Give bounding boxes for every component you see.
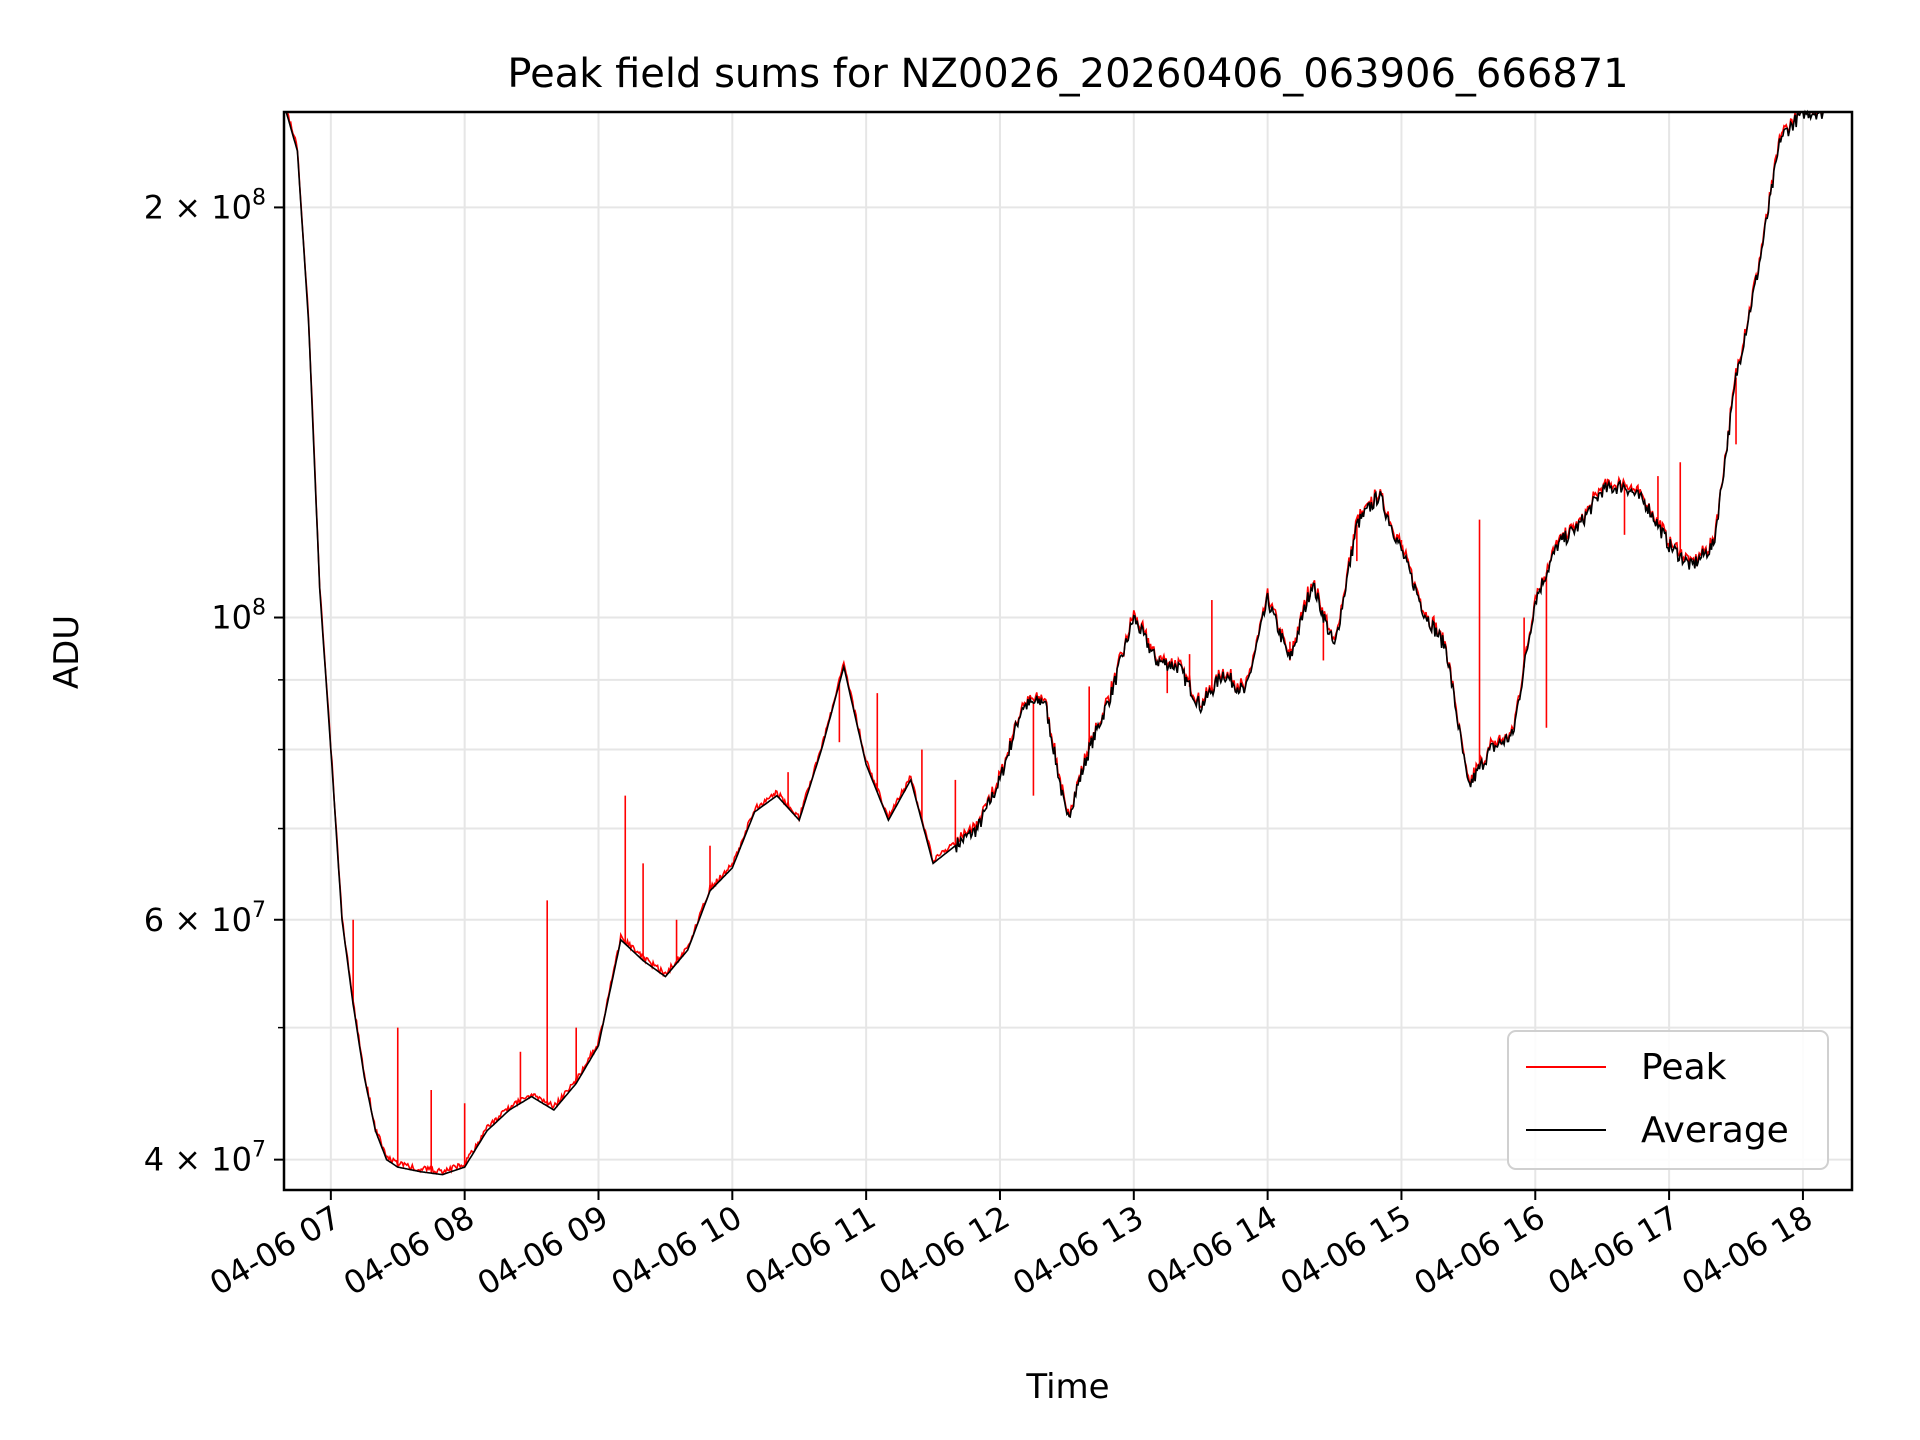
plot-frame xyxy=(282,110,1854,1192)
y-axis-label: ADU xyxy=(47,615,87,689)
x-tick-label: 04-06 08 xyxy=(337,1198,481,1303)
series-line-peak xyxy=(286,110,1848,1176)
legend-box xyxy=(1507,1030,1829,1170)
y-tick-label: 6 × 107 xyxy=(144,898,266,939)
x-tick-label: 04-06 18 xyxy=(1675,1198,1819,1303)
x-tick-label: 04-06 07 xyxy=(203,1198,347,1303)
x-tick-label: 04-06 17 xyxy=(1542,1198,1686,1303)
x-tick-label: 04-06 13 xyxy=(1006,1198,1150,1303)
chart-title: Peak field sums for NZ0026_20260406_0639… xyxy=(507,51,1628,97)
legend-label-peak: Peak xyxy=(1641,1047,1727,1088)
x-tick-label: 04-06 10 xyxy=(605,1198,749,1303)
x-tick-label: 04-06 14 xyxy=(1140,1198,1284,1303)
y-axis: 4 × 107 6 × 107 108 2 × 108 xyxy=(144,185,284,1179)
x-tick-label: 04-06 09 xyxy=(471,1198,615,1303)
y-tick-label: 2 × 108 xyxy=(144,185,266,226)
series-line-average xyxy=(285,109,1848,1176)
x-tick-label: 04-06 16 xyxy=(1408,1198,1552,1303)
gridlines xyxy=(284,112,1852,1190)
x-axis-label: Time xyxy=(1025,1367,1109,1407)
y-tick-label: 108 xyxy=(211,596,266,637)
plot-lines xyxy=(285,109,1848,1176)
legend: Peak Average xyxy=(1507,1030,1829,1170)
x-tick-label: 04-06 15 xyxy=(1274,1198,1418,1303)
legend-label-average: Average xyxy=(1641,1110,1789,1151)
y-tick-label: 4 × 107 xyxy=(144,1138,266,1179)
x-tick-label: 04-06 12 xyxy=(872,1198,1016,1303)
x-tick-label: 04-06 11 xyxy=(739,1198,883,1303)
